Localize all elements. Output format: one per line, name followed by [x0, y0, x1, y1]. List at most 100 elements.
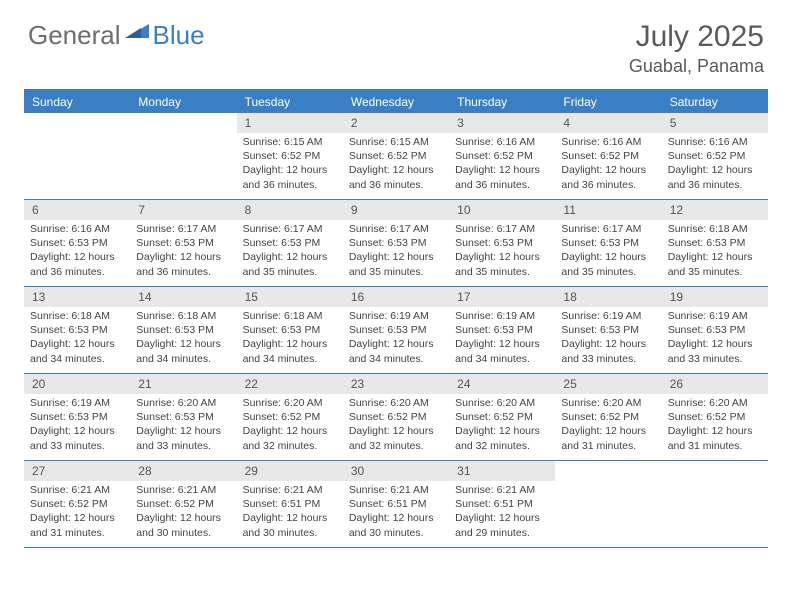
- day-info: Sunrise: 6:17 AMSunset: 6:53 PMDaylight:…: [449, 220, 555, 283]
- day-info: Sunrise: 6:18 AMSunset: 6:53 PMDaylight:…: [24, 307, 130, 370]
- day-number: 8: [237, 200, 343, 220]
- day-info: Sunrise: 6:17 AMSunset: 6:53 PMDaylight:…: [237, 220, 343, 283]
- day-cell: 25Sunrise: 6:20 AMSunset: 6:52 PMDayligh…: [555, 374, 661, 460]
- day-cell: 27Sunrise: 6:21 AMSunset: 6:52 PMDayligh…: [24, 461, 130, 547]
- day-header-mon: Monday: [130, 91, 236, 113]
- header: General Blue July 2025 Guabal, Panama: [0, 0, 792, 85]
- day-cell: 2Sunrise: 6:15 AMSunset: 6:52 PMDaylight…: [343, 113, 449, 199]
- day-number: 11: [555, 200, 661, 220]
- day-cell: 12Sunrise: 6:18 AMSunset: 6:53 PMDayligh…: [662, 200, 768, 286]
- week-row: 1Sunrise: 6:15 AMSunset: 6:52 PMDaylight…: [24, 113, 768, 200]
- day-info: Sunrise: 6:19 AMSunset: 6:53 PMDaylight:…: [555, 307, 661, 370]
- day-info: Sunrise: 6:15 AMSunset: 6:52 PMDaylight:…: [237, 133, 343, 196]
- day-info: Sunrise: 6:21 AMSunset: 6:51 PMDaylight:…: [343, 481, 449, 544]
- day-number: 28: [130, 461, 236, 481]
- day-cell: 3Sunrise: 6:16 AMSunset: 6:52 PMDaylight…: [449, 113, 555, 199]
- day-info: Sunrise: 6:21 AMSunset: 6:52 PMDaylight:…: [24, 481, 130, 544]
- day-cell: 5Sunrise: 6:16 AMSunset: 6:52 PMDaylight…: [662, 113, 768, 199]
- day-number: 4: [555, 113, 661, 133]
- day-number: 13: [24, 287, 130, 307]
- day-number: 15: [237, 287, 343, 307]
- day-info: Sunrise: 6:21 AMSunset: 6:52 PMDaylight:…: [130, 481, 236, 544]
- day-number: 9: [343, 200, 449, 220]
- day-number: 26: [662, 374, 768, 394]
- day-info: Sunrise: 6:17 AMSunset: 6:53 PMDaylight:…: [130, 220, 236, 283]
- day-header-fri: Friday: [555, 91, 661, 113]
- location-text: Guabal, Panama: [629, 56, 764, 77]
- day-info: Sunrise: 6:20 AMSunset: 6:52 PMDaylight:…: [449, 394, 555, 457]
- day-cell: 29Sunrise: 6:21 AMSunset: 6:51 PMDayligh…: [237, 461, 343, 547]
- day-info: Sunrise: 6:19 AMSunset: 6:53 PMDaylight:…: [343, 307, 449, 370]
- day-cell: 11Sunrise: 6:17 AMSunset: 6:53 PMDayligh…: [555, 200, 661, 286]
- day-cell: 26Sunrise: 6:20 AMSunset: 6:52 PMDayligh…: [662, 374, 768, 460]
- day-info: Sunrise: 6:16 AMSunset: 6:52 PMDaylight:…: [662, 133, 768, 196]
- day-cell: 21Sunrise: 6:20 AMSunset: 6:53 PMDayligh…: [130, 374, 236, 460]
- logo: General Blue: [28, 20, 205, 51]
- day-header-wed: Wednesday: [343, 91, 449, 113]
- day-header-sat: Saturday: [662, 91, 768, 113]
- day-info: Sunrise: 6:19 AMSunset: 6:53 PMDaylight:…: [449, 307, 555, 370]
- day-cell: 23Sunrise: 6:20 AMSunset: 6:52 PMDayligh…: [343, 374, 449, 460]
- week-row: 27Sunrise: 6:21 AMSunset: 6:52 PMDayligh…: [24, 461, 768, 548]
- empty-cell: [662, 461, 768, 547]
- day-cell: 18Sunrise: 6:19 AMSunset: 6:53 PMDayligh…: [555, 287, 661, 373]
- day-number: 12: [662, 200, 768, 220]
- day-number: 27: [24, 461, 130, 481]
- day-info: Sunrise: 6:18 AMSunset: 6:53 PMDaylight:…: [237, 307, 343, 370]
- day-info: Sunrise: 6:20 AMSunset: 6:52 PMDaylight:…: [343, 394, 449, 457]
- day-cell: 14Sunrise: 6:18 AMSunset: 6:53 PMDayligh…: [130, 287, 236, 373]
- week-row: 20Sunrise: 6:19 AMSunset: 6:53 PMDayligh…: [24, 374, 768, 461]
- day-info: Sunrise: 6:17 AMSunset: 6:53 PMDaylight:…: [555, 220, 661, 283]
- day-cell: 20Sunrise: 6:19 AMSunset: 6:53 PMDayligh…: [24, 374, 130, 460]
- calendar: Sunday Monday Tuesday Wednesday Thursday…: [24, 89, 768, 548]
- week-row: 6Sunrise: 6:16 AMSunset: 6:53 PMDaylight…: [24, 200, 768, 287]
- day-info: Sunrise: 6:16 AMSunset: 6:52 PMDaylight:…: [555, 133, 661, 196]
- day-cell: 16Sunrise: 6:19 AMSunset: 6:53 PMDayligh…: [343, 287, 449, 373]
- day-cell: 4Sunrise: 6:16 AMSunset: 6:52 PMDaylight…: [555, 113, 661, 199]
- day-cell: 6Sunrise: 6:16 AMSunset: 6:53 PMDaylight…: [24, 200, 130, 286]
- day-info: Sunrise: 6:17 AMSunset: 6:53 PMDaylight:…: [343, 220, 449, 283]
- day-info: Sunrise: 6:16 AMSunset: 6:53 PMDaylight:…: [24, 220, 130, 283]
- logo-text-general: General: [28, 20, 121, 51]
- day-number: 1: [237, 113, 343, 133]
- day-number: 3: [449, 113, 555, 133]
- day-info: Sunrise: 6:20 AMSunset: 6:52 PMDaylight:…: [237, 394, 343, 457]
- day-number: 22: [237, 374, 343, 394]
- day-info: Sunrise: 6:20 AMSunset: 6:53 PMDaylight:…: [130, 394, 236, 457]
- day-info: Sunrise: 6:20 AMSunset: 6:52 PMDaylight:…: [555, 394, 661, 457]
- day-cell: 31Sunrise: 6:21 AMSunset: 6:51 PMDayligh…: [449, 461, 555, 547]
- day-number: 2: [343, 113, 449, 133]
- day-number: 20: [24, 374, 130, 394]
- day-number: 23: [343, 374, 449, 394]
- day-cell: 22Sunrise: 6:20 AMSunset: 6:52 PMDayligh…: [237, 374, 343, 460]
- day-header-thu: Thursday: [449, 91, 555, 113]
- day-info: Sunrise: 6:21 AMSunset: 6:51 PMDaylight:…: [237, 481, 343, 544]
- day-number: 30: [343, 461, 449, 481]
- day-cell: 13Sunrise: 6:18 AMSunset: 6:53 PMDayligh…: [24, 287, 130, 373]
- empty-cell: [555, 461, 661, 547]
- day-number: 31: [449, 461, 555, 481]
- logo-text-blue: Blue: [153, 20, 205, 51]
- day-number: 17: [449, 287, 555, 307]
- day-info: Sunrise: 6:19 AMSunset: 6:53 PMDaylight:…: [662, 307, 768, 370]
- page-title: July 2025: [629, 20, 764, 54]
- day-number: 19: [662, 287, 768, 307]
- day-info: Sunrise: 6:20 AMSunset: 6:52 PMDaylight:…: [662, 394, 768, 457]
- day-number: 21: [130, 374, 236, 394]
- day-number: 14: [130, 287, 236, 307]
- empty-cell: [24, 113, 130, 199]
- day-number: 29: [237, 461, 343, 481]
- day-cell: 19Sunrise: 6:19 AMSunset: 6:53 PMDayligh…: [662, 287, 768, 373]
- day-header-row: Sunday Monday Tuesday Wednesday Thursday…: [24, 91, 768, 113]
- day-number: 24: [449, 374, 555, 394]
- day-info: Sunrise: 6:21 AMSunset: 6:51 PMDaylight:…: [449, 481, 555, 544]
- day-header-sun: Sunday: [24, 91, 130, 113]
- week-row: 13Sunrise: 6:18 AMSunset: 6:53 PMDayligh…: [24, 287, 768, 374]
- day-info: Sunrise: 6:16 AMSunset: 6:52 PMDaylight:…: [449, 133, 555, 196]
- day-info: Sunrise: 6:15 AMSunset: 6:52 PMDaylight:…: [343, 133, 449, 196]
- day-cell: 30Sunrise: 6:21 AMSunset: 6:51 PMDayligh…: [343, 461, 449, 547]
- day-cell: 24Sunrise: 6:20 AMSunset: 6:52 PMDayligh…: [449, 374, 555, 460]
- weeks-container: 1Sunrise: 6:15 AMSunset: 6:52 PMDaylight…: [24, 113, 768, 548]
- day-info: Sunrise: 6:19 AMSunset: 6:53 PMDaylight:…: [24, 394, 130, 457]
- day-cell: 1Sunrise: 6:15 AMSunset: 6:52 PMDaylight…: [237, 113, 343, 199]
